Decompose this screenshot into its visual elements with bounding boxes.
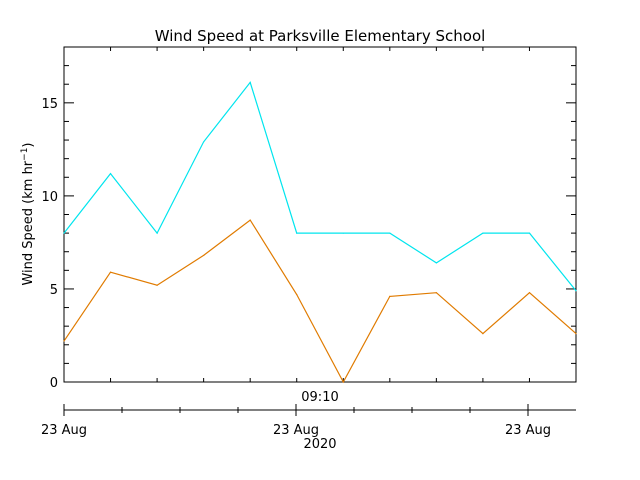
date-label-2: 23 Aug [273,423,319,438]
x-top-ticks [110,47,530,382]
series-1-point [528,232,531,234]
y-axis-label: Wind Speed (km hr−1) [20,142,36,285]
series-2-point [482,333,484,335]
y-tick-label: 5 [50,283,58,298]
series-2-point [575,333,577,335]
y-tick-label: 10 [41,190,58,205]
series-1-point [342,232,344,234]
series-2-point [203,254,205,257]
series-1-point [109,172,112,175]
y-minor-ticks [64,46,576,364]
series-line-2 [63,219,577,384]
series-1-point [389,232,391,234]
date-year-label: 2020 [303,437,336,452]
y-axis-label-sup: −1 [20,148,30,161]
date-label-1: 23 Aug [41,423,87,438]
series-1-point [482,232,484,234]
plot-frame [63,46,577,383]
date-label-3: 23 Aug [505,423,551,438]
series-2-point [296,293,298,296]
y-axis-label-close: ) [21,142,36,147]
date-axis-ticks [63,404,529,416]
chart-title: Wind Speed at Parksville Elementary Scho… [155,27,486,45]
series-2-point [63,340,65,342]
y-tick-label: 15 [41,97,58,112]
time-axis-label: 09:10 [301,390,338,405]
y-major-ticks: 0 5 10 15 [41,97,576,391]
series-line-1 [63,81,577,292]
y-axis-label-main: Wind Speed (km hr [21,160,36,285]
series-2-point [528,292,531,294]
series-1-point [63,232,65,234]
y-tick-label: 0 [50,376,58,391]
series-2-point [389,295,391,297]
series-1-point [296,232,298,234]
series-1-point [575,290,577,292]
series-layer [63,81,577,384]
series-1-point [203,141,205,143]
series-1-point [249,81,251,83]
series-2-point [342,381,344,383]
series-2-point [435,292,437,294]
series-2-point [156,284,158,286]
series-1-point [435,262,437,264]
series-2-point [249,219,251,221]
series-1-point [156,232,158,234]
series-2-point [109,271,112,273]
